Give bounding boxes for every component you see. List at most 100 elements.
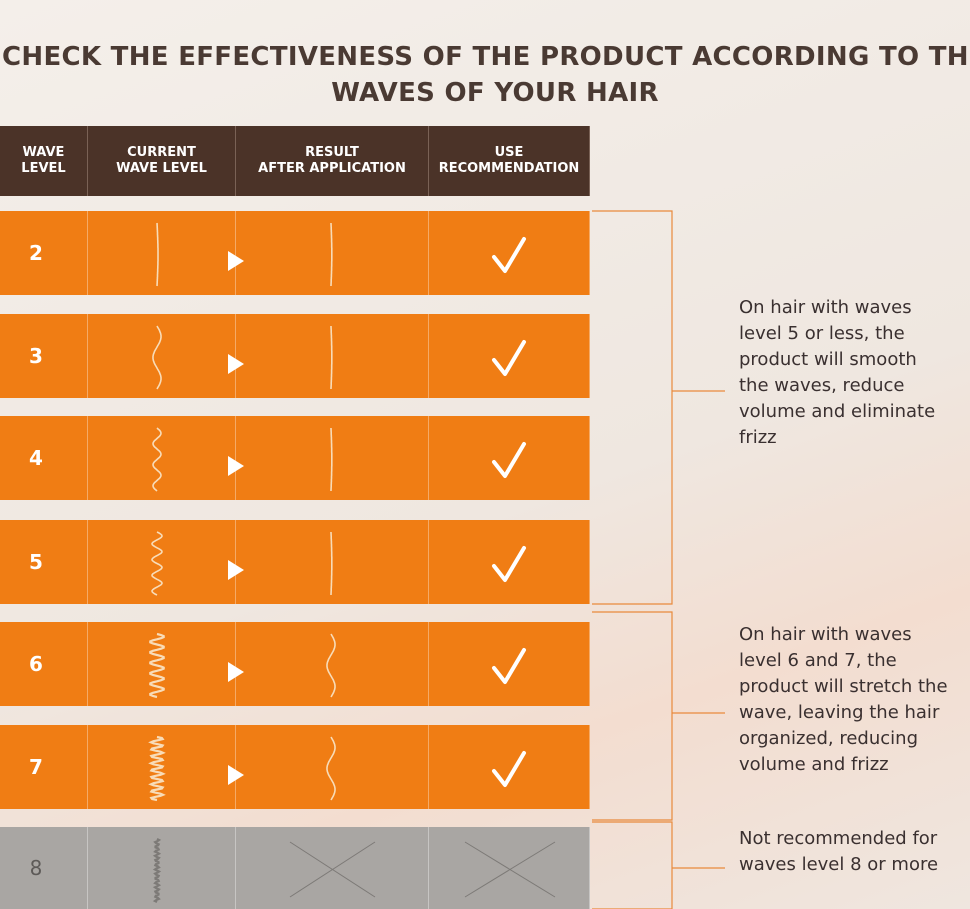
cell [236,827,429,909]
arrow-icon [228,456,244,476]
note: On hair with waves level 6 and 7, the prod… [739,622,948,778]
result-icon [330,532,333,595]
table-row: 8 [0,827,590,909]
result-icon [330,326,333,389]
wave-level: 8 [29,856,43,880]
column-header: WAVE LEVEL [0,126,88,196]
cell [429,211,590,295]
cell [236,725,429,809]
cell [88,211,236,295]
wave-level: 4 [29,446,43,470]
header-line: RECOMMENDATION [438,161,580,176]
cell [429,416,590,500]
bracket [592,821,673,909]
cell [0,211,88,295]
cell [236,314,429,398]
cell [88,520,236,604]
check-icon [492,442,526,478]
title-line: CHECK THE EFFECTIVENESS OF THE PRODUCT A… [2,42,969,72]
note: Not recommended for waves level 8 or more [739,826,938,878]
check-icon [492,751,526,787]
note-line: product will smooth [739,349,917,370]
wave-level: 5 [29,550,43,574]
arrow-icon [228,765,244,785]
cross-icon [289,841,376,898]
bracket [592,210,673,605]
wave-icon [152,838,162,903]
title-line: WAVES OF YOUR HAIR [331,78,659,108]
wave-icon [156,222,159,287]
note-line: level 6 and 7, the [739,650,897,671]
check-icon [492,648,526,684]
cell [0,314,88,398]
cell [88,416,236,500]
wave-level: 7 [29,755,43,779]
cell [88,314,236,398]
arrow-icon [228,251,244,271]
cell [0,520,88,604]
result-icon [326,633,336,698]
arrow-icon [228,662,244,682]
column-header: RESULT AFTER APPLICATION [236,126,429,196]
cell [429,827,590,909]
cell [236,211,429,295]
check-icon [492,237,526,273]
header-line: AFTER APPLICATION [258,161,406,176]
cell [0,827,88,909]
wave-icon [151,531,163,596]
cell [429,725,590,809]
note-line: volume and frizz [739,754,889,775]
header-line: RESULT [305,145,359,160]
header-line: USE [494,145,524,160]
table-row: 4 [0,416,590,500]
header-line: WAVE [22,145,65,160]
cell [88,622,236,706]
table-row: 7 [0,725,590,809]
wave-level: 3 [29,344,43,368]
wave-icon [148,735,166,802]
table-row: 6 [0,622,590,706]
note-line: product will stretch the [739,676,948,697]
note-line: wave, leaving the hair [739,702,940,723]
column-header: USE RECOMMENDATION [429,126,590,196]
cell [88,725,236,809]
column-header: CURRENT WAVE LEVEL [88,126,236,196]
table-row: 2 [0,211,590,295]
arrow-icon [228,354,244,374]
check-icon [492,546,526,582]
wave-icon [152,325,162,390]
result-icon [330,428,333,491]
note-line: volume and eliminate [739,401,936,422]
cell [88,827,236,909]
cell [236,416,429,500]
result-icon [330,223,333,286]
note-line: level 5 or less, the [739,323,905,344]
note-line: On hair with waves [739,624,912,645]
result-icon [326,736,336,801]
note-line: Not recommended for [739,828,938,849]
header-line: LEVEL [21,161,66,176]
cross-icon [464,841,556,898]
wave-icon [149,632,165,699]
note-line: waves level 8 or more [739,854,939,875]
table-row: 5 [0,520,590,604]
wave-level: 2 [29,241,43,265]
cell [0,416,88,500]
cell [236,520,429,604]
bracket [592,611,673,821]
check-icon [492,340,526,376]
cell [429,520,590,604]
note-line: the waves, reduce [739,375,905,396]
note-line: organized, reducing [739,728,918,749]
note: On hair with waves level 5 or less, the pr… [739,295,935,451]
note-line: frizz [739,427,777,448]
arrow-icon [228,560,244,580]
cell [429,314,590,398]
cell [236,622,429,706]
cell [0,725,88,809]
note-line: On hair with waves [739,297,912,318]
cell [0,622,88,706]
header-line: WAVE LEVEL [116,161,207,176]
